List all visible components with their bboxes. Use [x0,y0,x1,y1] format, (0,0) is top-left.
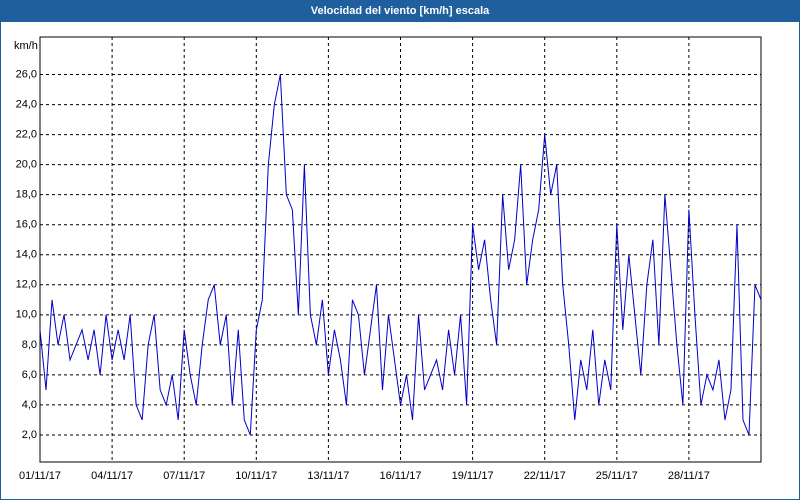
x-tick-label: 04/11/17 [91,470,133,482]
x-tick-label: 28/11/17 [668,470,710,482]
y-tick-label: 14,0 [16,249,37,261]
y-tick-label: 2,0 [22,429,37,441]
chart-title: Velocidad del viento [km/h] escala [311,5,490,17]
x-tick-label: 16/11/17 [379,470,421,482]
data-line [39,74,762,436]
title-bar [0,0,800,22]
y-tick-label: 26,0 [16,68,37,80]
x-tick-label: 01/11/17 [19,470,61,482]
y-tick-label: 8,0 [22,339,37,351]
y-tick-label: 4,0 [22,399,37,411]
x-tick-label: 10/11/17 [235,470,277,482]
y-tick-label: 22,0 [16,129,37,141]
y-axis-label: km/h [14,40,38,52]
x-tick-label: 22/11/17 [524,470,566,482]
y-tick-label: 20,0 [16,159,37,171]
x-tick-label: 19/11/17 [452,470,494,482]
x-tick-label: 13/11/17 [307,470,349,482]
x-tick-label: 25/11/17 [596,470,638,482]
x-tick-label: 07/11/17 [163,470,205,482]
y-tick-label: 24,0 [16,98,37,110]
y-tick-label: 10,0 [16,309,37,321]
y-tick-label: 6,0 [22,369,37,381]
y-tick-label: 16,0 [16,219,37,231]
y-tick-label: 18,0 [16,189,37,201]
y-tick-label: 12,0 [16,279,37,291]
